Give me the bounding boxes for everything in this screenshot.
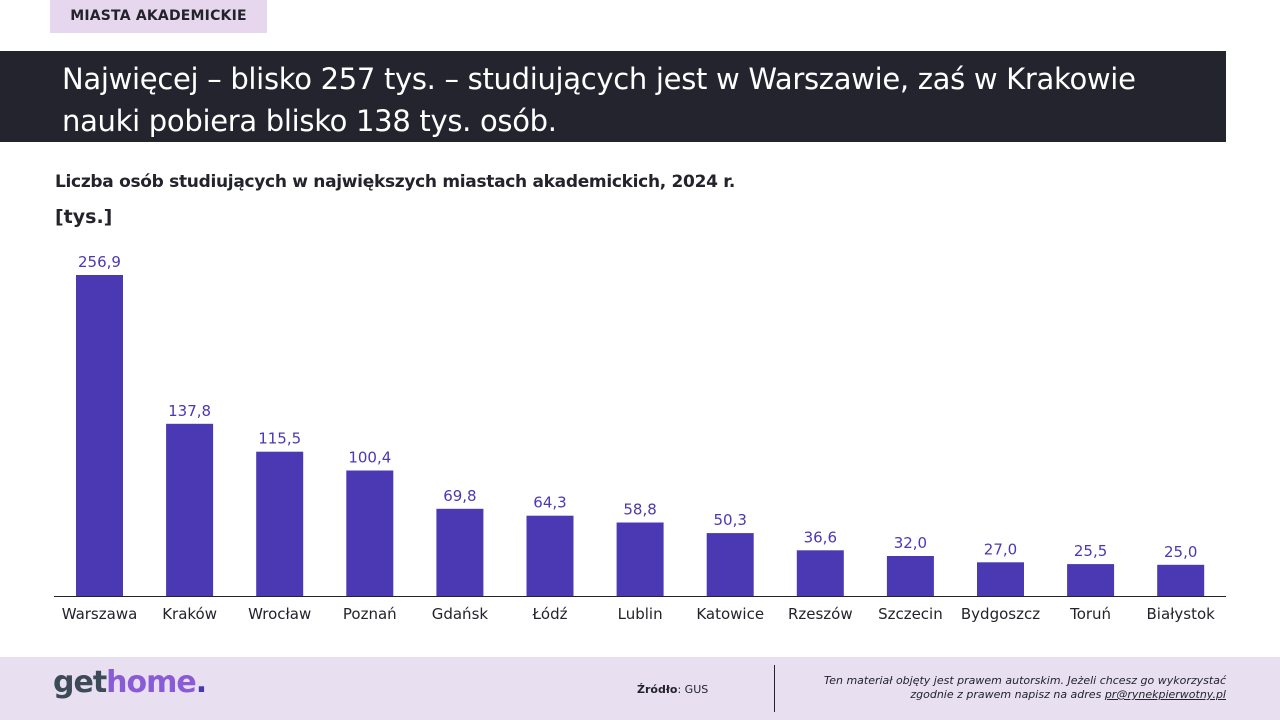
- bar-lublin: [616, 522, 664, 596]
- category-label: Gdańsk: [432, 605, 489, 623]
- category-label: Łódź: [531, 605, 567, 623]
- category-label: Kraków: [162, 605, 217, 623]
- copyright-line-1: Ten materiał objęty jest prawem autorski…: [823, 674, 1226, 687]
- value-label: 32,0: [894, 534, 927, 552]
- source-label: Źródło: [637, 683, 678, 696]
- category-label: Lublin: [618, 605, 663, 623]
- logo-dot: .: [195, 665, 207, 700]
- value-label: 27,0: [984, 540, 1017, 558]
- value-label: 100,4: [348, 449, 391, 467]
- bar-białystok: [1157, 564, 1205, 596]
- value-label: 50,3: [713, 511, 746, 529]
- value-label: 115,5: [258, 430, 301, 448]
- value-label: 25,5: [1074, 542, 1107, 560]
- bar-gdańsk: [436, 508, 484, 596]
- chart-title: Liczba osób studiujących w największych …: [55, 172, 736, 192]
- headline-text: Najwięcej – blisko 257 tys. – studiujący…: [62, 62, 1136, 138]
- bar-kraków: [166, 423, 214, 596]
- bar-toruń: [1067, 564, 1115, 596]
- footer-divider: [774, 665, 775, 712]
- logo-get: get: [53, 665, 107, 700]
- category-label: Wrocław: [248, 605, 311, 623]
- value-label: 58,8: [623, 501, 656, 519]
- value-label: 64,3: [533, 494, 566, 512]
- bar-bydgoszcz: [977, 562, 1024, 596]
- copyright-email-link[interactable]: pr@rynekpierwotny.pl: [1104, 688, 1226, 701]
- copyright-line-2: zgodnie z prawem napisz na adres pr@ryne…: [776, 688, 1226, 702]
- value-label: 36,6: [804, 528, 837, 546]
- category-label: Toruń: [1069, 605, 1111, 623]
- value-label: 256,9: [78, 253, 121, 271]
- section-tag: MIASTA AKADEMICKIE: [50, 0, 267, 33]
- category-label: Warszawa: [62, 605, 138, 623]
- category-label: Poznań: [343, 605, 397, 623]
- chart-unit-label: [tys.]: [55, 206, 113, 228]
- category-label: Bydgoszcz: [961, 605, 1040, 623]
- bar-warszawa: [76, 275, 123, 596]
- category-label: Białystok: [1147, 605, 1216, 623]
- bar-rzeszów: [796, 550, 844, 596]
- bar-szczecin: [886, 556, 934, 596]
- source-note: Źródło: GUS: [637, 683, 708, 696]
- copyright-line-2-text: zgodnie z prawem napisz na adres: [910, 688, 1105, 701]
- headline-banner: Najwięcej – blisko 257 tys. – studiujący…: [0, 51, 1226, 142]
- bar-łódź: [526, 515, 574, 596]
- value-label: 69,8: [443, 487, 476, 505]
- value-label: 25,0: [1164, 543, 1197, 561]
- value-label: 137,8: [168, 402, 211, 420]
- bar-poznań: [346, 470, 394, 596]
- bar-katowice: [706, 533, 754, 596]
- logo-home: home: [106, 665, 197, 700]
- category-label: Katowice: [696, 605, 764, 623]
- source-value: : GUS: [677, 683, 709, 696]
- category-label: Rzeszów: [788, 605, 853, 623]
- footer: gethome. Źródło: GUS Ten materiał objęty…: [0, 657, 1280, 720]
- category-label: Szczecin: [878, 605, 943, 623]
- gethome-logo: gethome.: [53, 665, 207, 700]
- copyright-note: Ten materiał objęty jest prawem autorski…: [776, 674, 1226, 702]
- bar-wrocław: [256, 451, 304, 596]
- bar-chart: 256,9 Warszawa 137,8 Kraków 115,5 Wrocław 100,…: [54, 253, 1226, 623]
